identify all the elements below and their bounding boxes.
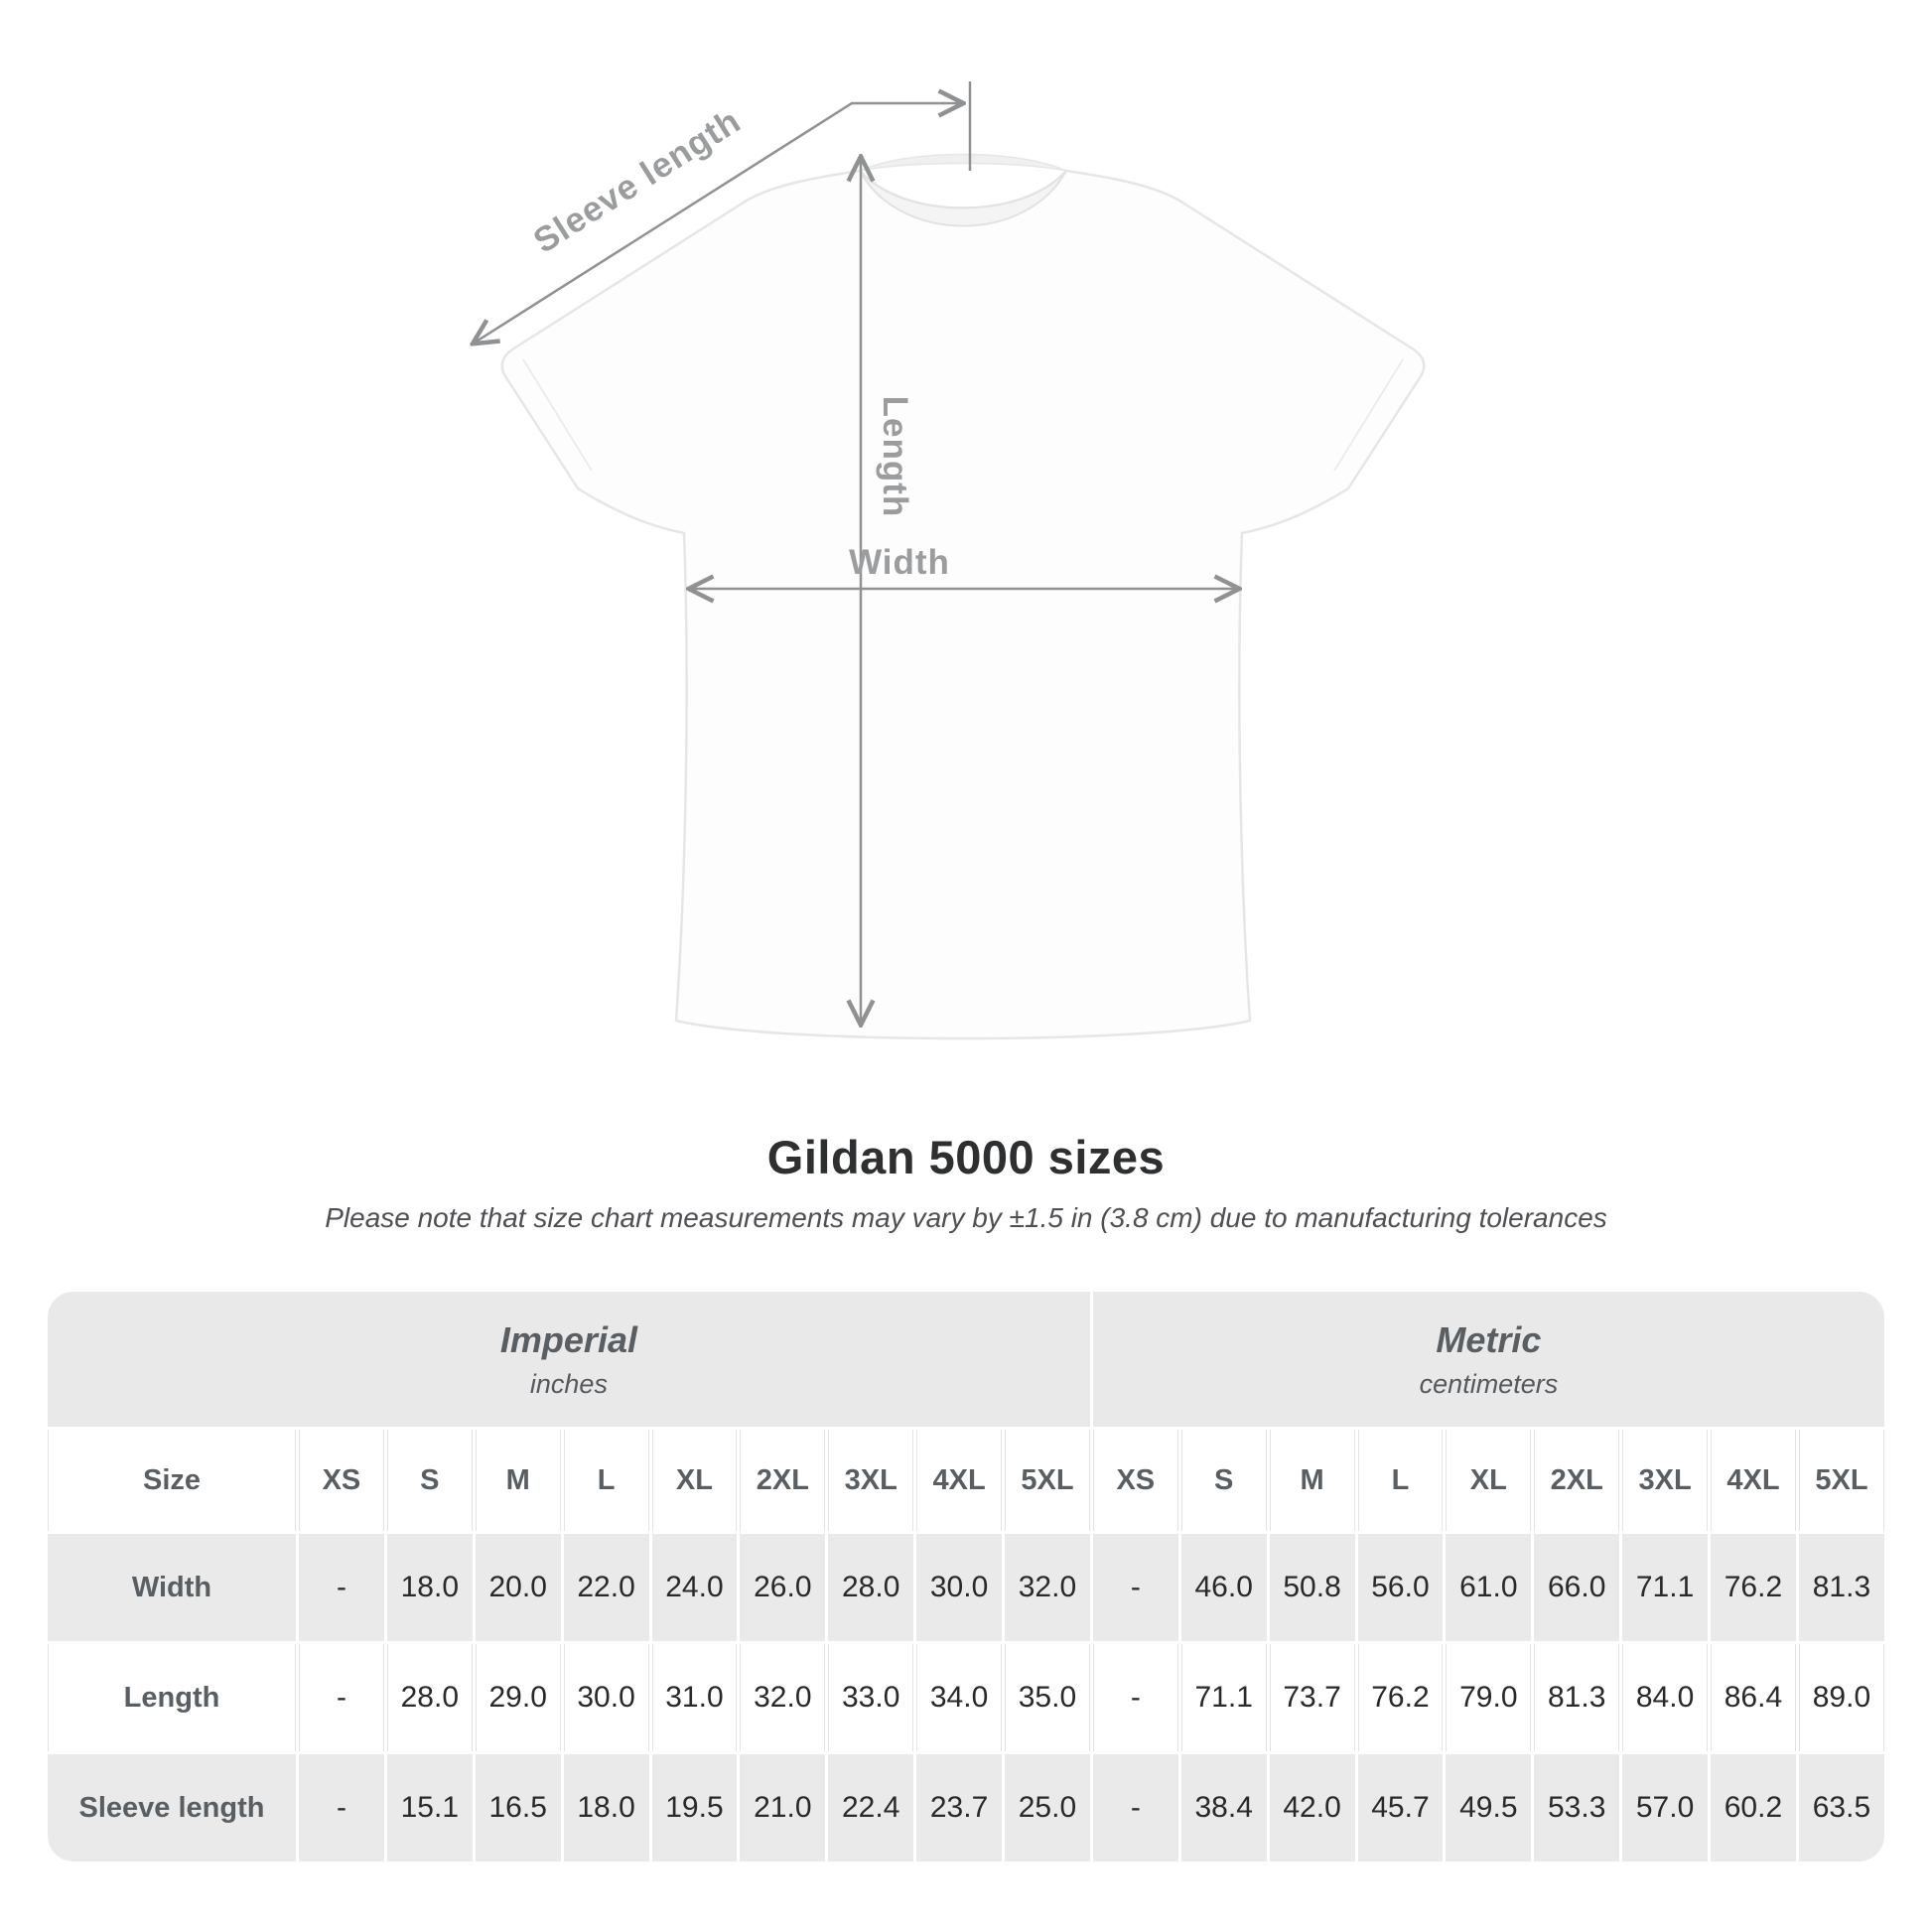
size-col-header: L — [1357, 1430, 1444, 1531]
value-cell: 76.2 — [1711, 1534, 1796, 1641]
value-cell: 30.0 — [563, 1644, 649, 1751]
group-name: Imperial — [499, 1318, 637, 1360]
value-cell: - — [1092, 1644, 1178, 1751]
value-cell: 38.4 — [1180, 1754, 1267, 1862]
value-cell: 79.0 — [1446, 1644, 1532, 1751]
row-label: Length — [48, 1644, 296, 1751]
value-cell: 32.0 — [1005, 1534, 1090, 1641]
size-col-header: S — [1180, 1430, 1267, 1531]
size-col-header: L — [563, 1430, 649, 1531]
size-col-header: XS — [1092, 1430, 1178, 1531]
value-cell: 28.0 — [386, 1644, 473, 1751]
value-cell: 29.0 — [475, 1644, 561, 1751]
size-col-header: XS — [299, 1430, 384, 1531]
value-cell: 53.3 — [1534, 1754, 1620, 1862]
value-cell: 32.0 — [740, 1644, 826, 1751]
value-cell: 89.0 — [1798, 1644, 1884, 1751]
value-cell: - — [299, 1644, 384, 1751]
value-cell: 81.3 — [1798, 1534, 1884, 1641]
size-col-header: M — [1269, 1430, 1355, 1531]
size-col-header: 4XL — [1711, 1430, 1796, 1531]
size-col-header: 2XL — [1534, 1430, 1620, 1531]
value-cell: - — [1092, 1754, 1178, 1862]
value-cell: 28.0 — [828, 1534, 914, 1641]
tshirt-graphic — [500, 153, 1426, 1040]
shirt-diagram: Sleeve length Length Width — [0, 81, 1426, 1040]
size-col-header: 5XL — [1005, 1430, 1090, 1531]
value-cell: 71.1 — [1180, 1644, 1267, 1751]
value-cell: 50.8 — [1269, 1534, 1355, 1641]
value-cell: 57.0 — [1622, 1754, 1708, 1862]
sleeve-length-row: Sleeve length - 15.1 16.5 18.0 19.5 21.0… — [48, 1754, 1884, 1862]
value-cell: 33.0 — [828, 1644, 914, 1751]
value-cell: 24.0 — [651, 1534, 738, 1641]
size-header-row: Size XS S M L XL 2XL 3XL 4XL 5XL XS S M … — [48, 1430, 1884, 1531]
width-label: Width — [849, 543, 950, 582]
row-label: Sleeve length — [48, 1754, 296, 1862]
chart-title: Gildan 5000 sizes — [766, 1131, 1166, 1183]
size-col-header: S — [386, 1430, 473, 1531]
group-name: Metric — [1436, 1318, 1542, 1360]
sleeve-length-arrow — [475, 81, 972, 343]
size-col-header: M — [475, 1430, 561, 1531]
value-cell: 66.0 — [1534, 1534, 1620, 1641]
value-cell: - — [299, 1754, 384, 1862]
width-row: Width - 18.0 20.0 22.0 24.0 26.0 28.0 30… — [48, 1534, 1884, 1641]
value-cell: 35.0 — [1005, 1644, 1090, 1751]
size-col-header: 3XL — [1622, 1430, 1708, 1531]
value-cell: 31.0 — [651, 1644, 738, 1751]
value-cell: - — [299, 1534, 384, 1641]
group-header-metric: Metric centimeters — [1092, 1292, 1884, 1427]
value-cell: 22.4 — [828, 1754, 914, 1862]
value-cell: 26.0 — [740, 1534, 826, 1641]
length-label: Length — [876, 396, 914, 518]
value-cell: 73.7 — [1269, 1644, 1355, 1751]
value-cell: 25.0 — [1005, 1754, 1090, 1862]
value-cell: 22.0 — [563, 1534, 649, 1641]
value-cell: 81.3 — [1534, 1644, 1620, 1751]
value-cell: 23.7 — [916, 1754, 1002, 1862]
size-col-header: 4XL — [916, 1430, 1002, 1531]
tolerance-note: Please note that size chart measurements… — [325, 1202, 1607, 1233]
value-cell: 18.0 — [563, 1754, 649, 1862]
size-col-header: XL — [1446, 1430, 1532, 1531]
length-row: Length - 28.0 29.0 30.0 31.0 32.0 33.0 3… — [48, 1644, 1884, 1751]
value-cell: 42.0 — [1269, 1754, 1355, 1862]
value-cell: 86.4 — [1711, 1644, 1796, 1751]
value-cell: 56.0 — [1357, 1534, 1444, 1641]
value-cell: 46.0 — [1180, 1534, 1267, 1641]
size-table: Imperial inches Metric centimeters Size … — [45, 1289, 1887, 1864]
value-cell: 76.2 — [1357, 1644, 1444, 1751]
value-cell: 20.0 — [475, 1534, 561, 1641]
unit-group-row: Imperial inches Metric centimeters — [48, 1292, 1884, 1427]
value-cell: 21.0 — [740, 1754, 826, 1862]
value-cell: 34.0 — [916, 1644, 1002, 1751]
value-cell: 45.7 — [1357, 1754, 1444, 1862]
size-corner-header: Size — [48, 1430, 296, 1531]
group-header-imperial: Imperial inches — [48, 1292, 1090, 1427]
value-cell: - — [1092, 1534, 1178, 1641]
value-cell: 61.0 — [1446, 1534, 1532, 1641]
value-cell: 18.0 — [386, 1534, 473, 1641]
value-cell: 30.0 — [916, 1534, 1002, 1641]
value-cell: 49.5 — [1446, 1754, 1532, 1862]
group-unit: centimeters — [1419, 1368, 1559, 1399]
value-cell: 71.1 — [1622, 1534, 1708, 1641]
size-col-header: XL — [651, 1430, 738, 1531]
value-cell: 16.5 — [475, 1754, 561, 1862]
value-cell: 84.0 — [1622, 1644, 1708, 1751]
value-cell: 15.1 — [386, 1754, 473, 1862]
size-col-header: 3XL — [828, 1430, 914, 1531]
size-col-header: 5XL — [1798, 1430, 1884, 1531]
size-col-header: 2XL — [740, 1430, 826, 1531]
value-cell: 19.5 — [651, 1754, 738, 1862]
row-label: Width — [48, 1534, 296, 1641]
value-cell: 63.5 — [1798, 1754, 1884, 1862]
value-cell: 60.2 — [1711, 1754, 1796, 1862]
group-unit: inches — [529, 1368, 608, 1399]
